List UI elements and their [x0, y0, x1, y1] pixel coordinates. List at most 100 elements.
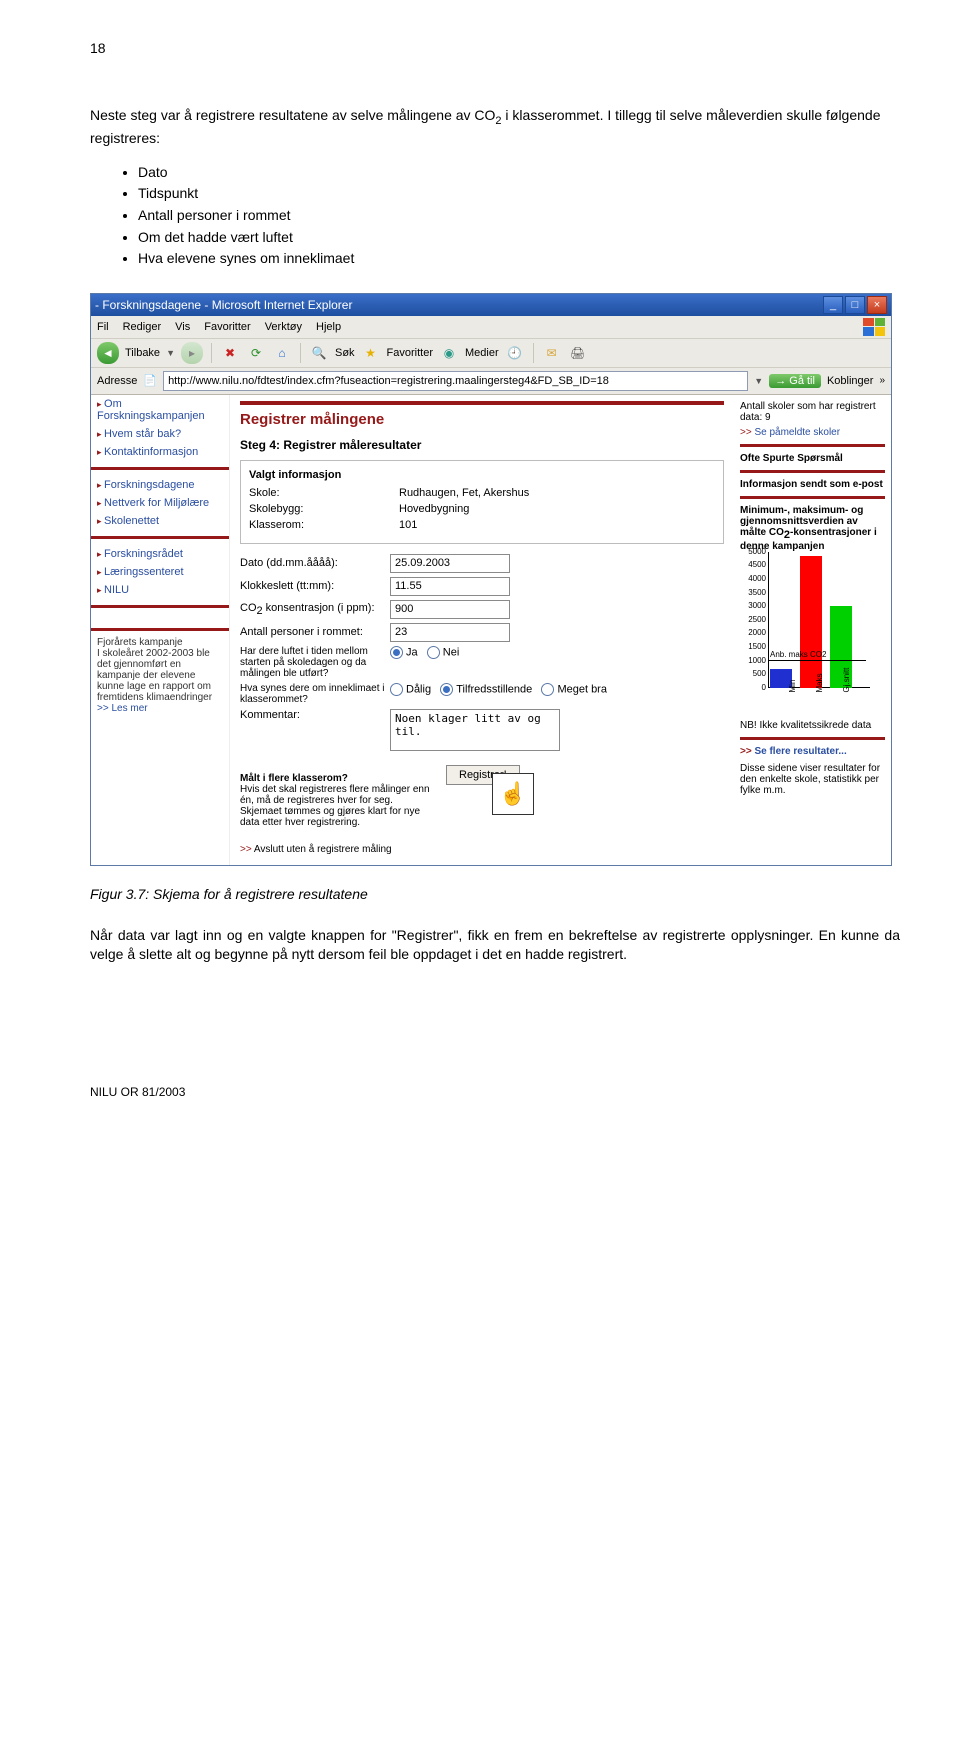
favorites-icon[interactable]: ★ [361, 343, 381, 363]
lab-luftet: Har dere luftet i tiden mellom starten p… [240, 646, 390, 679]
sidebar-item[interactable]: Hvem står bak? [91, 425, 229, 443]
ytick: 5000 [740, 547, 766, 556]
stop-icon[interactable]: ✖ [220, 343, 240, 363]
right-column: Antall skoler som har registrert data: 9… [734, 395, 891, 865]
sidebar-item[interactable]: Nettverk for Miljølære [91, 494, 229, 512]
ytick: 1500 [740, 642, 766, 651]
radio-nei[interactable] [427, 646, 440, 659]
mail-icon[interactable]: ✉ [542, 343, 562, 363]
lab-personer: Antall personer i rommet: [240, 626, 390, 638]
koblinger-chevron-icon[interactable]: » [879, 375, 885, 386]
search-icon[interactable]: 🔍 [309, 343, 329, 363]
radio-ja[interactable] [390, 646, 403, 659]
input-personer[interactable]: 23 [390, 623, 510, 642]
menu-item[interactable]: Vis [175, 321, 190, 333]
sidebar-item[interactable]: Læringssenteret [91, 563, 229, 581]
sidebar-item[interactable]: Om Forskningskampanjen [91, 395, 229, 425]
history-icon[interactable]: 🕘 [505, 343, 525, 363]
menu-item[interactable]: Verktøy [265, 321, 302, 333]
window-title: - Forskningsdagene - Microsoft Internet … [95, 298, 352, 312]
go-button[interactable]: → Gå til [769, 374, 821, 388]
input-co2[interactable]: 900 [390, 600, 510, 619]
address-input[interactable]: http://www.nilu.no/fdtest/index.cfm?fuse… [163, 371, 748, 391]
info-head: Valgt informasjon [249, 469, 715, 481]
site-sidebar: Om ForskningskampanjenHvem står bak?Kont… [91, 395, 230, 865]
close-button[interactable]: × [867, 296, 887, 314]
sb-block-link[interactable]: >> Les mer [97, 703, 148, 714]
sidebar-item[interactable]: Skolenettet [91, 512, 229, 530]
lab-skole: Skole: [249, 487, 399, 499]
main-content: Registrer målingene Steg 4: Registrer må… [230, 395, 734, 865]
bullet-item: Om det hadde vært luftet [138, 228, 900, 248]
ytick: 2500 [740, 615, 766, 624]
media-label: Medier [465, 347, 499, 359]
input-kommentar[interactable]: Noen klager litt av og til. [390, 709, 560, 751]
bullet-item: Tidspunkt [138, 184, 900, 204]
ytick: 1000 [740, 656, 766, 665]
lab-skolebygg: Skolebygg: [249, 503, 399, 515]
back-dropdown-icon[interactable]: ▼ [166, 348, 175, 358]
sb-block-title: Fjorårets kampanje [97, 637, 223, 648]
back-label: Tilbake [125, 347, 160, 359]
ytick: 3000 [740, 601, 766, 610]
right-oss[interactable]: Ofte Spurte Spørsmål [740, 453, 885, 464]
fav-label: Favoritter [387, 347, 433, 359]
media-icon[interactable]: ◉ [439, 343, 459, 363]
lab-synes: Hva synes dere om inneklimaet i klassero… [240, 683, 390, 705]
refresh-icon[interactable]: ⟳ [246, 343, 266, 363]
windows-logo-icon [863, 318, 885, 336]
bar: Gj.snitt [830, 552, 852, 688]
sidebar-item[interactable]: NILU [91, 581, 229, 599]
radio-tilfreds[interactable] [440, 683, 453, 696]
sidebar-item[interactable]: Kontaktinformasjon [91, 443, 229, 461]
bullet-item: Dato [138, 163, 900, 183]
input-dato[interactable]: 25.09.2003 [390, 554, 510, 573]
right-link1[interactable]: Se påmeldte skoler [740, 427, 885, 438]
page-number: 18 [90, 40, 900, 56]
print-icon[interactable]: 🖨 [568, 343, 588, 363]
val-skolebygg: Hovedbygning [399, 503, 469, 515]
forward-button[interactable]: ▸ [181, 342, 203, 364]
sb-block-text: I skoleåret 2002-2003 ble det gjennomfør… [97, 648, 223, 703]
home-icon[interactable]: ⌂ [272, 343, 292, 363]
bar: Min [770, 552, 792, 688]
nav-toolbar: ◄ Tilbake ▼ ▸ ✖ ⟳ ⌂ 🔍 Søk ★ Favoritter ◉… [91, 339, 891, 368]
radio-nei-label: Nei [443, 646, 460, 658]
abort-link[interactable]: Avslutt uten å registrere måling [240, 844, 724, 855]
addr-dropdown-icon[interactable]: ▼ [754, 376, 763, 386]
right-epost[interactable]: Informasjon sendt som e-post [740, 479, 885, 490]
footer: NILU OR 81/2003 [90, 1085, 900, 1099]
sidebar-item[interactable]: Forskningsdagene [91, 476, 229, 494]
sidebar-item[interactable]: Forskningsrådet [91, 545, 229, 563]
menu-item[interactable]: Fil [97, 321, 109, 333]
page-title: Registrer målingene [240, 411, 724, 428]
menubar: Fil Rediger Vis Favoritter Verktøy Hjelp [91, 316, 891, 339]
maximize-button[interactable]: □ [845, 296, 865, 314]
minimize-button[interactable]: _ [823, 296, 843, 314]
bar: Maks [800, 552, 822, 688]
bullet-item: Antall personer i rommet [138, 206, 900, 226]
radio-ja-label: Ja [406, 646, 418, 658]
go-label: Gå til [789, 375, 815, 387]
right-link2[interactable]: Se flere resultater... [740, 746, 885, 757]
menu-item[interactable]: Favoritter [204, 321, 250, 333]
ytick: 4000 [740, 574, 766, 583]
ytick: 0 [740, 683, 766, 692]
radio-megetbra[interactable] [541, 683, 554, 696]
koblinger-label: Koblinger [827, 375, 873, 387]
radio-megetbra-label: Meget bra [557, 683, 607, 695]
step-title: Steg 4: Registrer måleresultater [240, 438, 724, 452]
lab-kommentar: Kommentar: [240, 709, 390, 721]
cursor-hand-icon: ☝ [492, 773, 534, 815]
flere-text: Hvis det skal registreres flere målinger… [240, 784, 430, 828]
back-button[interactable]: ◄ [97, 342, 119, 364]
page-icon: 📄 [143, 374, 157, 387]
search-label: Søk [335, 347, 355, 359]
menu-item[interactable]: Hjelp [316, 321, 341, 333]
p1-pre: Neste steg var å registrere resultatene … [90, 107, 495, 123]
radio-darlig[interactable] [390, 683, 403, 696]
menu-item[interactable]: Rediger [123, 321, 162, 333]
browser-window: - Forskningsdagene - Microsoft Internet … [90, 293, 892, 866]
input-klokke[interactable]: 11.55 [390, 577, 510, 596]
right-top-text: Antall skoler som har registrert data: 9 [740, 401, 885, 423]
